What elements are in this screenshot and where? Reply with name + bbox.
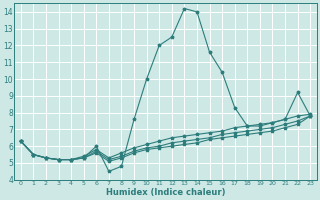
X-axis label: Humidex (Indice chaleur): Humidex (Indice chaleur) (106, 188, 225, 197)
